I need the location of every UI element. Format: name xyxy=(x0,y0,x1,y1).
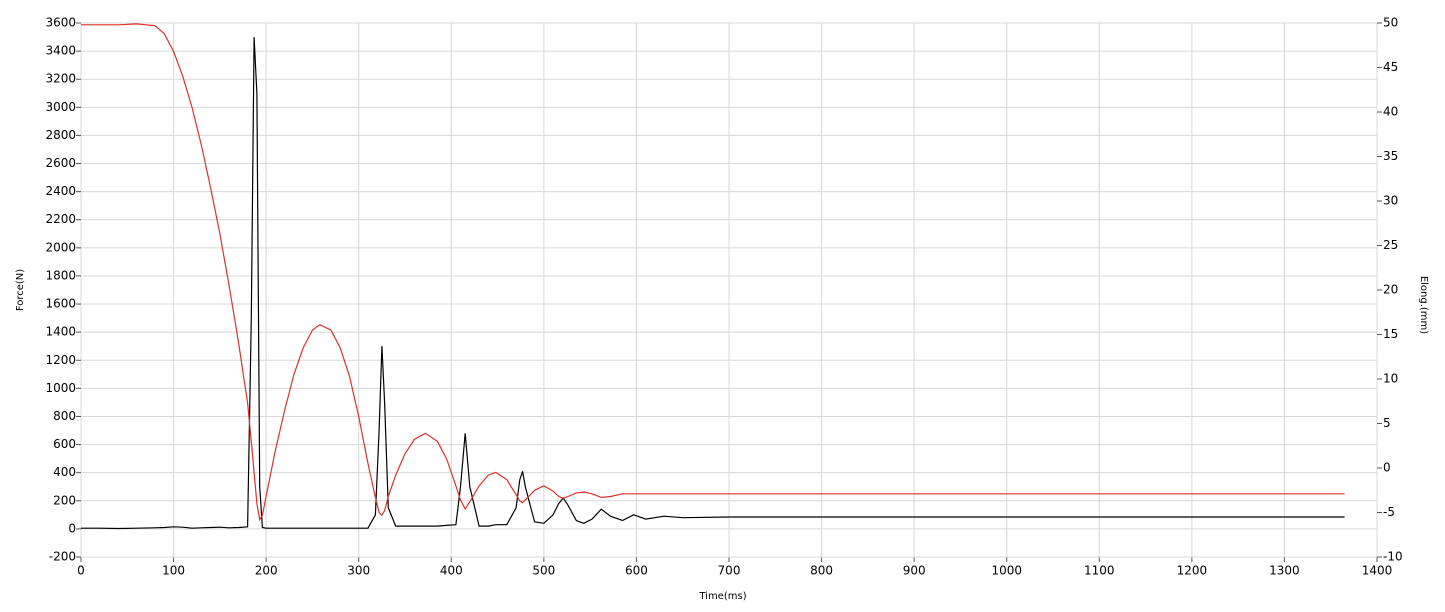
y2-tick-label: 45 xyxy=(1383,60,1398,74)
y2-tick-label: -5 xyxy=(1383,505,1395,519)
y2-tick-label: 20 xyxy=(1383,283,1398,297)
y-tick-label: 3400 xyxy=(45,44,76,58)
x-tick-label: 400 xyxy=(440,564,463,578)
y-tick-label: 3000 xyxy=(45,100,76,114)
x-tick-label: 500 xyxy=(532,564,555,578)
y2-tick-label: 15 xyxy=(1383,327,1398,341)
y2-tick-label: 30 xyxy=(1383,194,1398,208)
x-tick-label: 200 xyxy=(255,564,278,578)
y-tick-label: 2000 xyxy=(45,240,76,254)
y-tick-label: 2200 xyxy=(45,212,76,226)
y-tick-label: 800 xyxy=(53,409,76,423)
y-tick-label: 1000 xyxy=(45,381,76,395)
y2-axis-label: Elong.(mm) xyxy=(1418,276,1429,334)
y2-tick-label: 10 xyxy=(1383,372,1398,386)
y-tick-label: 2800 xyxy=(45,128,76,142)
x-tick-label: 0 xyxy=(77,564,85,578)
y2-tick-label: 35 xyxy=(1383,149,1398,163)
y2-tick-label: 5 xyxy=(1383,416,1391,430)
y-axis-label: Force(N) xyxy=(15,269,26,311)
x-tick-label: 100 xyxy=(162,564,185,578)
y-tick-label: 0 xyxy=(68,521,76,535)
x-tick-label: 1200 xyxy=(1177,564,1208,578)
series-line xyxy=(81,23,1345,522)
y-tick-label: 1600 xyxy=(45,297,76,311)
x-axis-label: Time(ms) xyxy=(698,591,746,602)
y-tick-label: 400 xyxy=(53,465,76,479)
y-tick-label: 200 xyxy=(53,493,76,507)
y2-tick-label: 25 xyxy=(1383,238,1398,252)
y2-tick-label: 40 xyxy=(1383,105,1398,119)
x-tick-label: 1400 xyxy=(1362,564,1393,578)
x-tick-label: 700 xyxy=(718,564,741,578)
y-tick-label: 600 xyxy=(53,437,76,451)
x-tick-label: 300 xyxy=(347,564,370,578)
x-tick-label: 800 xyxy=(810,564,833,578)
x-tick-label: 1300 xyxy=(1269,564,1300,578)
x-tick-label: 900 xyxy=(903,564,926,578)
series-line xyxy=(81,37,1345,530)
y2-tick-label: 50 xyxy=(1383,16,1398,30)
y-tick-label: 3600 xyxy=(45,16,76,30)
x-tick-label: 600 xyxy=(625,564,648,578)
y2-tick-label: -10 xyxy=(1383,550,1403,564)
y-tick-label: 3200 xyxy=(45,72,76,86)
y-tick-label: 1400 xyxy=(45,325,76,339)
y2-tick-label: 0 xyxy=(1383,461,1391,475)
x-tick-label: 1100 xyxy=(1084,564,1115,578)
y-tick-label: 2600 xyxy=(45,156,76,170)
y-tick-label: 2400 xyxy=(45,184,76,198)
y-tick-label: -200 xyxy=(49,550,76,564)
y-tick-label: 1800 xyxy=(45,268,76,282)
y-tick-label: 1200 xyxy=(45,353,76,367)
x-tick-label: 1000 xyxy=(991,564,1022,578)
